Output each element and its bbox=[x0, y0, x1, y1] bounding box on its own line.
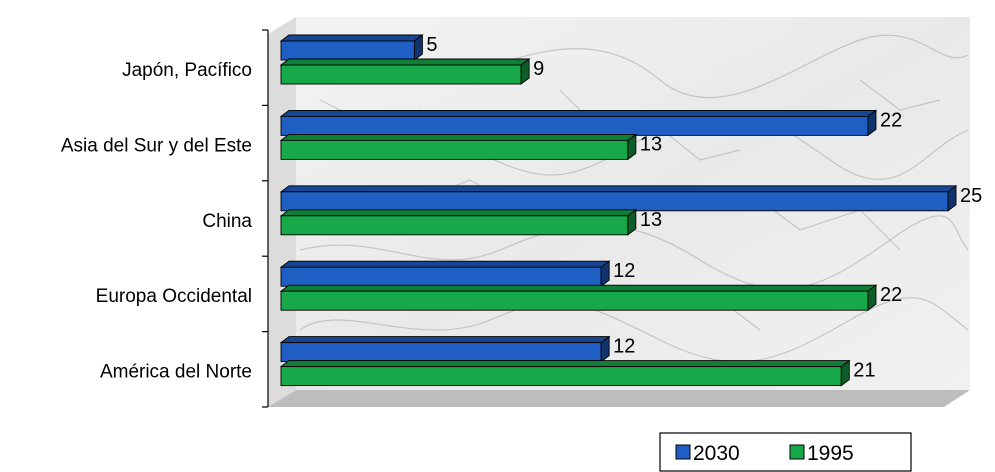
value-label-1995-america-del-norte: 21 bbox=[853, 360, 875, 382]
category-label-europa-occidental: Europa Occidental bbox=[96, 286, 252, 307]
legend-swatch-2030 bbox=[675, 444, 691, 460]
bar-2030-japon-pacifico bbox=[279, 34, 424, 61]
bar-2030-america-del-norte bbox=[279, 335, 611, 363]
y-axis-ticks bbox=[262, 29, 268, 408]
value-label-2030-asia-del-sur-y-del-este: 22 bbox=[880, 109, 902, 131]
category-label-america-del-norte: América del Norte bbox=[100, 362, 252, 383]
value-labels: 5 9 22 13 25 13 12 22 12 21 bbox=[426, 34, 982, 382]
legend-label-1995: 1995 bbox=[807, 442, 854, 465]
category-label-china: China bbox=[202, 211, 252, 232]
bar-2030-china bbox=[279, 184, 958, 212]
category-labels: Japón, Pacífico Asia del Sur y del Este Ch… bbox=[61, 60, 253, 383]
bars bbox=[279, 34, 958, 387]
value-label-1995-japon-pacifico: 9 bbox=[533, 58, 544, 80]
bar-1995-asia-del-sur-y-del-este bbox=[279, 133, 638, 161]
legend: 2030 1995 bbox=[659, 432, 912, 472]
bar-1995-japon-pacifico bbox=[279, 58, 531, 85]
bar-1995-america-del-norte bbox=[279, 359, 851, 387]
bar-1995-china bbox=[279, 208, 638, 236]
legend-swatch-1995 bbox=[789, 444, 805, 460]
category-label-asia-del-sur-y-del-este: Asia del Sur y del Este bbox=[61, 135, 252, 156]
category-label-japon-pacifico: Japón, Pacífico bbox=[122, 60, 252, 81]
value-label-1995-europa-occidental: 22 bbox=[880, 284, 902, 306]
value-label-2030-japon-pacifico: 5 bbox=[426, 34, 437, 56]
value-label-2030-america-del-norte: 12 bbox=[613, 336, 635, 358]
value-label-2030-china: 25 bbox=[960, 185, 982, 207]
bar-2030-asia-del-sur-y-del-este bbox=[279, 109, 878, 137]
value-label-1995-china: 13 bbox=[640, 209, 662, 231]
value-label-1995-asia-del-sur-y-del-este: 13 bbox=[640, 133, 662, 155]
legend-label-2030: 2030 bbox=[693, 442, 740, 465]
legend-box bbox=[659, 432, 912, 472]
bar-2030-europa-occidental bbox=[279, 260, 611, 288]
bar-1995-europa-occidental bbox=[279, 284, 878, 312]
plot-floor bbox=[268, 390, 970, 407]
value-label-2030-europa-occidental: 12 bbox=[613, 260, 635, 282]
